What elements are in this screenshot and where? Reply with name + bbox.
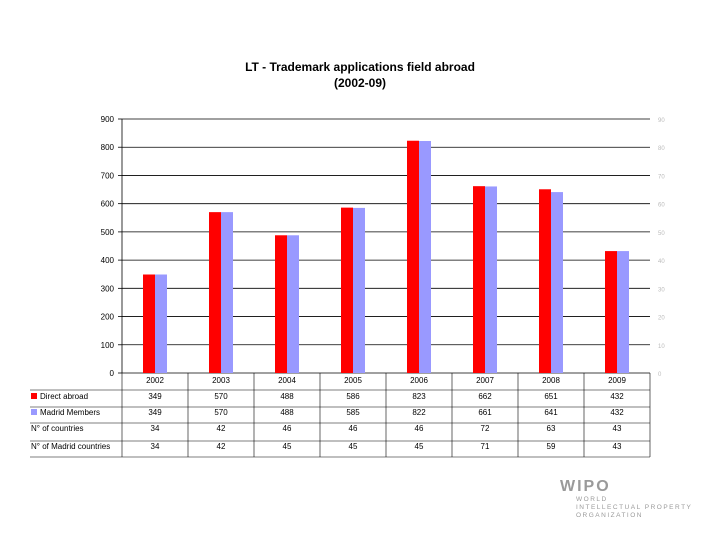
table-cell: 45 [415, 442, 424, 451]
x-tick-label: 2004 [278, 376, 296, 385]
logo-line-3: ORGANIZATION [576, 512, 643, 519]
table-cell: 570 [214, 408, 228, 417]
secondary-y-tick-label: 70 [658, 174, 665, 180]
table-cell: 46 [283, 424, 292, 433]
table-cell: 349 [148, 392, 162, 401]
table-cell: 46 [349, 424, 358, 433]
table-cell: 823 [412, 392, 426, 401]
table-cell: 661 [478, 408, 492, 417]
table-cell: 488 [280, 408, 294, 417]
table-cell: 586 [346, 392, 360, 401]
table-cell: 822 [412, 408, 426, 417]
table-row-label: N° of Madrid countries [31, 442, 110, 451]
table-cell: 432 [610, 408, 624, 417]
y-tick-label: 800 [101, 143, 115, 152]
bar-direct-abroad [275, 235, 287, 373]
bar-direct-abroad [407, 140, 419, 373]
table-cell: 570 [214, 392, 228, 401]
table-cell: 641 [544, 408, 558, 417]
secondary-y-tick-label: 30 [658, 287, 665, 293]
y-tick-label: 300 [101, 284, 115, 293]
y-tick-label: 200 [101, 313, 115, 322]
bar-madrid-members [353, 207, 365, 373]
table-cell: 46 [415, 424, 424, 433]
table-cell: 72 [481, 424, 490, 433]
y-tick-label: 900 [101, 115, 115, 124]
bar-direct-abroad [143, 274, 155, 373]
table-cell: 34 [151, 424, 160, 433]
table-row-label: Madrid Members [40, 408, 100, 417]
table-cell: 59 [547, 442, 556, 451]
bar-madrid-members [287, 235, 299, 373]
y-tick-label: 600 [101, 200, 115, 209]
bar-madrid-members [419, 141, 431, 373]
x-tick-label: 2009 [608, 376, 626, 385]
bar-madrid-members [485, 186, 497, 373]
bar-direct-abroad [539, 189, 551, 373]
legend-swatch [31, 409, 37, 415]
table-cell: 585 [346, 408, 360, 417]
table-cell: 488 [280, 392, 294, 401]
table-cell: 43 [613, 424, 622, 433]
table-cell: 42 [217, 442, 226, 451]
chart-subtitle: (2002-09) [333, 76, 387, 90]
secondary-y-tick-label: 40 [658, 259, 665, 265]
chart-title: LT - Trademark applications field abroad [245, 60, 475, 74]
table-cell: 45 [283, 442, 292, 451]
table-cell: 71 [481, 442, 490, 451]
y-tick-label: 700 [101, 171, 115, 180]
bar-direct-abroad [473, 186, 485, 373]
x-tick-label: 2007 [476, 376, 494, 385]
x-tick-label: 2005 [344, 376, 362, 385]
y-tick-label: 100 [101, 341, 115, 350]
table-row-label: N° of countries [31, 424, 84, 433]
bar-madrid-members [551, 192, 563, 373]
secondary-y-tick-label: 20 [658, 316, 665, 322]
secondary-y-tick-label: 60 [658, 203, 665, 209]
table-cell: 349 [148, 408, 162, 417]
table-cell: 42 [217, 424, 226, 433]
secondary-y-tick-label: 50 [658, 231, 665, 237]
y-tick-label: 500 [101, 228, 115, 237]
table-cell: 651 [544, 392, 558, 401]
bar-madrid-members [617, 251, 629, 373]
y-tick-label: 0 [110, 369, 115, 378]
y-tick-label: 400 [101, 256, 115, 265]
secondary-y-tick-label: 90 [658, 118, 665, 124]
bar-madrid-members [221, 212, 233, 373]
bar-direct-abroad [605, 251, 617, 373]
bar-direct-abroad [209, 212, 221, 373]
legend-swatch [31, 393, 37, 399]
table-cell: 63 [547, 424, 556, 433]
wipo-logo: WIPO WORLD INTELLECTUAL PROPERTY ORGANIZ… [560, 478, 692, 520]
secondary-y-tick-label: 10 [658, 344, 665, 350]
bar-direct-abroad [341, 207, 353, 373]
x-tick-label: 2003 [212, 376, 230, 385]
x-tick-label: 2002 [146, 376, 164, 385]
secondary-y-tick-label: 80 [658, 146, 665, 152]
table-cell: 43 [613, 442, 622, 451]
bar-madrid-members [155, 274, 167, 373]
logo-main-text: WIPO [560, 478, 611, 495]
secondary-y-tick-label: 0 [658, 372, 662, 378]
table-cell: 34 [151, 442, 160, 451]
table-cell: 662 [478, 392, 492, 401]
table-cell: 45 [349, 442, 358, 451]
logo-line-2: INTELLECTUAL PROPERTY [576, 504, 693, 511]
x-tick-label: 2006 [410, 376, 428, 385]
table-cell: 432 [610, 392, 624, 401]
logo-line-1: WORLD [576, 496, 608, 503]
table-row-label: Direct abroad [40, 392, 88, 401]
x-tick-label: 2008 [542, 376, 560, 385]
